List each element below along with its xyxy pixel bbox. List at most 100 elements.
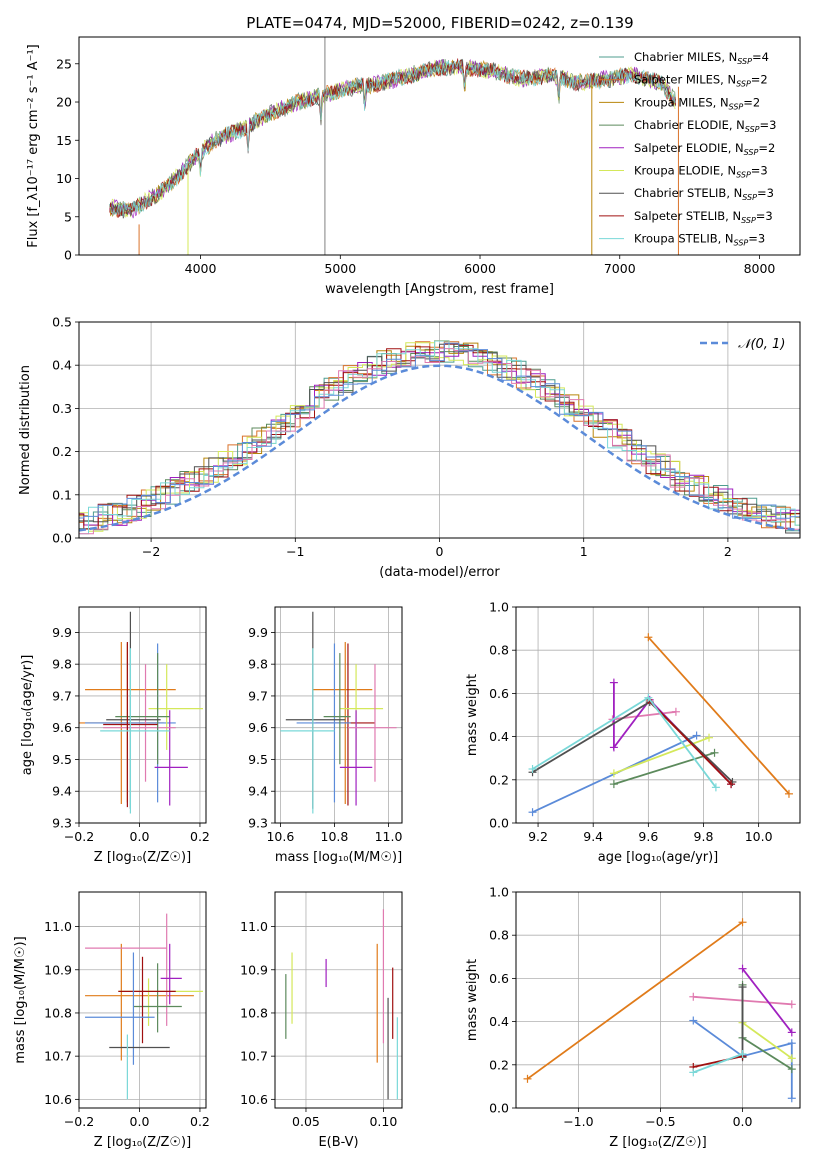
x-tick-label: −1 [286, 544, 304, 559]
x-tick-label: −1.0 [563, 1114, 593, 1129]
axes-frame [274, 891, 403, 1109]
legend-label: Kroupa ELODIE, NSSP=3 [634, 164, 768, 180]
legend-label: Kroupa MILES, NSSP=2 [634, 95, 760, 111]
plot-area [109, 37, 679, 255]
x-tick-label: 10.8 [321, 829, 349, 844]
axes-frame [274, 606, 403, 824]
panel-weight_vs_Z: −1.0 −0.5 0.0 0.0 0.2 0.4 0.6 0.8 1.0 Z [log₁₀(Z/… [465, 885, 801, 1150]
y-tick-label: 10.8 [44, 1005, 72, 1020]
y-tick-label: 10.7 [240, 1049, 268, 1064]
figure-title: PLATE=0474, MJD=52000, FIBERID=0242, z=0… [246, 14, 633, 32]
x-axis-label: wavelength [Angstrom, rest frame] [325, 282, 554, 297]
axes-frame [78, 891, 207, 1109]
y-tick-label: 9.9 [248, 625, 268, 640]
panel-age_vs_Z: −0.2 0.0 0.2 9.3 9.4 9.5 9.6 9.7 9.8 9.9 Z [log₁₀(… [20, 606, 210, 865]
y-tick-label: 9.9 [52, 625, 72, 640]
legend-label: Salpeter STELIB, NSSP=3 [634, 209, 773, 225]
legend-label: Kroupa STELIB, NSSP=3 [634, 232, 765, 248]
y-tick-label: 0.0 [489, 816, 509, 831]
x-tick-label: 2 [724, 544, 732, 559]
weight-line [647, 636, 790, 795]
plot-area [280, 611, 397, 814]
plot-area [285, 909, 398, 1100]
y-tick-label: 9.4 [248, 784, 268, 799]
x-tick-label: 0.0 [733, 1114, 753, 1129]
weight-line [647, 699, 732, 785]
y-tick-label: 9.3 [248, 816, 268, 831]
x-tick-label: 10.0 [745, 829, 773, 844]
panel-mass_vs_Z: −0.2 0.0 0.2 10.6 10.7 10.8 10.9 11.0 Z [log₁₀(Z… [13, 891, 210, 1150]
y-tick-label: 5 [64, 209, 72, 224]
y-tick-label: 9.7 [52, 688, 72, 703]
y-axis-label: Normed distribution [18, 365, 33, 495]
legend-label: Salpeter MILES, NSSP=2 [634, 73, 768, 89]
legend-label: Chabrier MILES, NSSP=4 [634, 50, 769, 66]
y-axis-label: mass weight [465, 959, 480, 1041]
x-axis-label: Z [log₁₀(Z/Z☉)] [609, 1135, 706, 1150]
x-tick-label: −0.2 [64, 1114, 94, 1129]
y-tick-label: 0.3 [52, 401, 72, 416]
x-tick-label: 0.0 [130, 1114, 150, 1129]
y-tick-label: 9.7 [248, 688, 268, 703]
y-tick-label: 0.0 [489, 1101, 509, 1116]
x-tick-label: 0.10 [369, 1114, 397, 1129]
histogram-blue [79, 342, 800, 519]
x-tick-label: 0.2 [190, 829, 210, 844]
y-tick-label: 11.0 [240, 919, 268, 934]
axes-frame [78, 606, 207, 824]
y-tick-label: 0 [64, 248, 72, 263]
y-tick-label: 10.8 [240, 1005, 268, 1020]
y-tick-label: 0.6 [489, 686, 509, 701]
legend-label: Chabrier STELIB, NSSP=3 [634, 186, 774, 202]
x-axis-label: mass [log₁₀(M/M☉)] [275, 850, 402, 865]
y-tick-label: 9.4 [52, 784, 72, 799]
weight-line [741, 968, 793, 1033]
y-tick-label: 0.2 [52, 444, 72, 459]
y-tick-label: 0.8 [489, 928, 509, 943]
y-tick-label: 10.9 [240, 962, 268, 977]
x-tick-label: 5000 [324, 261, 356, 276]
weight-line [741, 1021, 793, 1060]
legend-label: Salpeter ELODIE, NSSP=2 [634, 141, 775, 157]
y-tick-label: 20 [56, 95, 72, 110]
y-tick-label: 10.9 [44, 962, 72, 977]
x-tick-label: −2 [142, 544, 160, 559]
y-tick-label: 15 [56, 133, 72, 148]
x-tick-label: 0 [436, 544, 444, 559]
panel-mass_vs_ebv: 0.05 0.10 10.6 10.7 10.8 10.9 11.0 E(B-V) [240, 891, 403, 1150]
histogram-pink [79, 348, 800, 535]
y-tick-label: 0.8 [489, 643, 509, 658]
y-tick-label: 11.0 [44, 919, 72, 934]
y-tick-label: 0.6 [489, 971, 509, 986]
y-tick-label: 10.6 [240, 1092, 268, 1107]
legend-label: Chabrier ELODIE, NSSP=3 [634, 118, 776, 134]
weight-line [613, 682, 732, 785]
y-tick-label: 1.0 [489, 600, 509, 615]
y-tick-label: 0.0 [52, 531, 72, 546]
y-tick-label: 9.5 [248, 752, 268, 767]
x-tick-label: 0.0 [130, 829, 150, 844]
y-tick-label: 0.2 [489, 1057, 509, 1072]
y-axis-label: mass weight [465, 674, 480, 756]
panel-age_vs_mass: 10.6 10.8 11.0 9.3 9.4 9.5 9.6 9.7 9.8 9.9 mass [l… [248, 606, 403, 865]
axes-frame [515, 891, 801, 1109]
plot-area [79, 611, 203, 814]
histogram-kroupa_stelib [79, 340, 800, 535]
y-tick-label: 9.6 [248, 720, 268, 735]
weight-line [692, 1053, 743, 1074]
plot-area [79, 340, 800, 535]
panel-weight_vs_age: 9.2 9.4 9.6 9.8 10.0 0.0 0.2 0.4 0.6 0.8 1.0 age [l… [465, 600, 801, 865]
y-tick-label: 0.4 [52, 358, 72, 373]
y-tick-label: 0.1 [52, 487, 72, 502]
y-tick-label: 9.3 [52, 816, 72, 831]
axes-frame [78, 36, 801, 256]
x-axis-label: E(B-V) [318, 1135, 358, 1150]
x-tick-label: 8000 [744, 261, 776, 276]
weight-line [526, 921, 744, 1080]
x-axis-label: (data-model)/error [379, 565, 500, 580]
x-tick-label: 0.2 [190, 1114, 210, 1129]
y-axis-label: age [log₁₀(age/yr)] [20, 655, 35, 776]
x-tick-label: −0.5 [645, 1114, 675, 1129]
spectrum-line-kroupa_stelib [109, 59, 676, 216]
